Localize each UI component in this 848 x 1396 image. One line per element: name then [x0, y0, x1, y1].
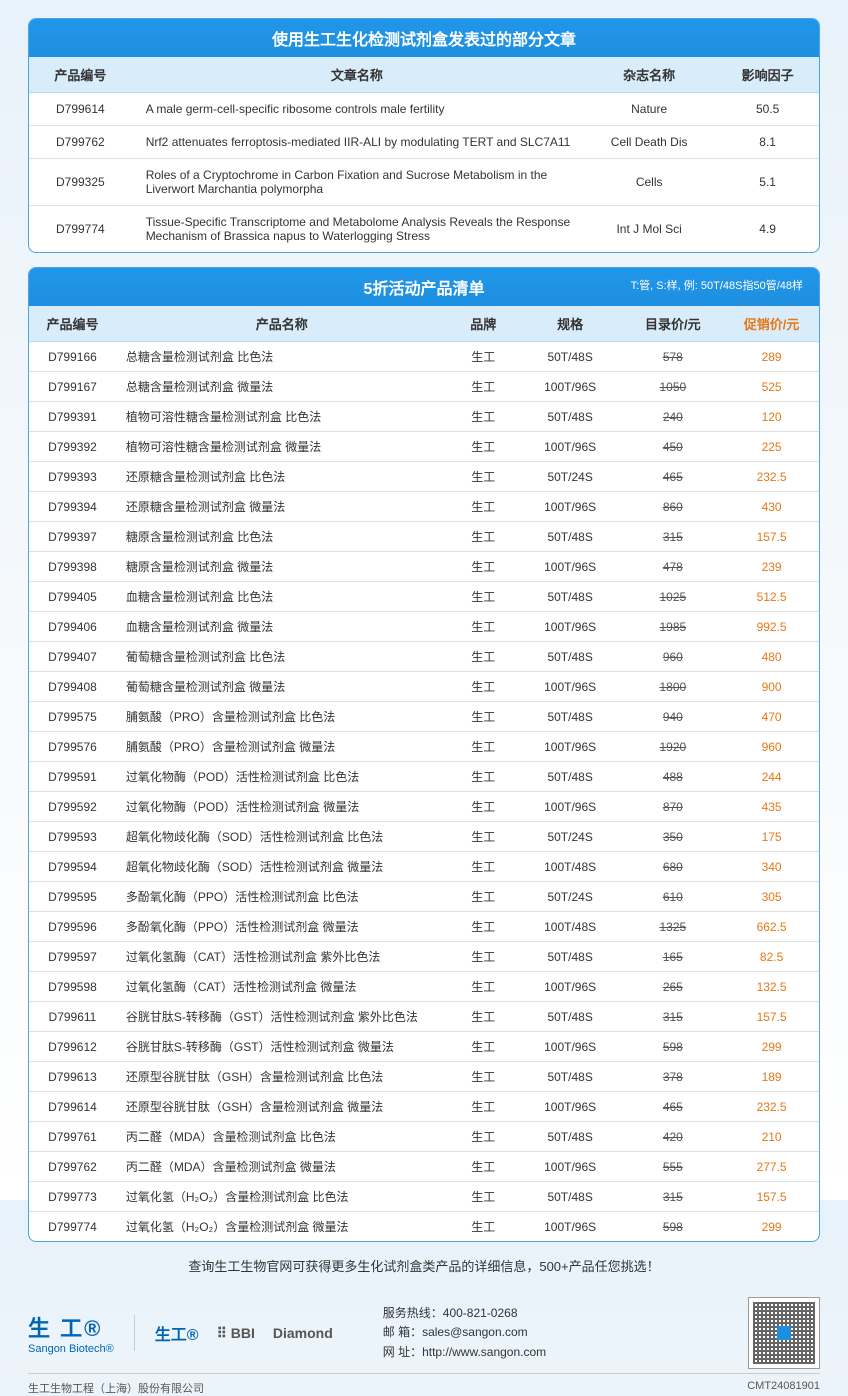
- table-row: D799325Roles of a Cryptochrome in Carbon…: [29, 159, 819, 206]
- table-row: D799774Tissue-Specific Transcriptome and…: [29, 206, 819, 253]
- products-title-text: 5折活动产品清单: [364, 281, 485, 298]
- table-row: D799761丙二醛（MDA）含量检测试剂盒 比色法生工50T/48S42021…: [29, 1122, 819, 1152]
- articles-title: 使用生工生化检测试剂盒发表过的部分文章: [29, 19, 819, 57]
- table-row: D799405血糖含量检测试剂盒 比色法生工50T/48S1025512.5: [29, 582, 819, 612]
- separator: [134, 1315, 135, 1351]
- products-panel: 5折活动产品清单 T:管, S:样, 例: 50T/48S指50管/48样 产品…: [28, 267, 820, 1242]
- table-row: D799593超氧化物歧化酶（SOD）活性检测试剂盒 比色法生工50T/24S3…: [29, 822, 819, 852]
- table-row: D799597过氧化氢酶（CAT）活性检测试剂盒 紫外比色法生工50T/48S1…: [29, 942, 819, 972]
- footline: 生工生物工程（上海）股份有限公司 CMT24081901: [28, 1374, 820, 1396]
- table-row: D799598过氧化氢酶（CAT）活性检测试剂盒 微量法生工100T/96S26…: [29, 972, 819, 1002]
- table-row: D799408葡萄糖含量检测试剂盒 微量法生工100T/96S1800900: [29, 672, 819, 702]
- table-row: D799613还原型谷胱甘肽（GSH）含量检测试剂盒 比色法生工50T/48S3…: [29, 1062, 819, 1092]
- footer: 生 工® Sangon Biotech® 生工® ⠿ BBI Diamond 服…: [28, 1293, 820, 1374]
- column-header: 杂志名称: [582, 57, 716, 93]
- logo-cn: 生 工®: [28, 1311, 102, 1343]
- logo-main: 生 工® Sangon Biotech®: [28, 1311, 114, 1355]
- table-row: D799594超氧化物歧化酶（SOD）活性检测试剂盒 微量法生工100T/48S…: [29, 852, 819, 882]
- table-row: D799592过氧化物酶（POD）活性检测试剂盒 微量法生工100T/96S87…: [29, 792, 819, 822]
- table-row: D799406血糖含量检测试剂盒 微量法生工100T/96S1985992.5: [29, 612, 819, 642]
- column-header: 产品名称: [116, 306, 448, 342]
- table-row: D799614A male germ-cell-specific ribosom…: [29, 93, 819, 126]
- brand-logos: 生工® ⠿ BBI Diamond: [155, 1321, 333, 1345]
- column-header: 目录价/元: [621, 306, 724, 342]
- qr-code: [748, 1297, 820, 1369]
- column-header: 产品编号: [29, 306, 116, 342]
- table-row: D799773过氧化氢（H₂O₂）含量检测试剂盒 比色法生工50T/48S315…: [29, 1182, 819, 1212]
- products-title: 5折活动产品清单 T:管, S:样, 例: 50T/48S指50管/48样: [29, 268, 819, 306]
- column-header: 文章名称: [132, 57, 582, 93]
- table-row: D799391植物可溶性糖含量检测试剂盒 比色法生工50T/48S240120: [29, 402, 819, 432]
- web-row: 网 址：http://www.sangon.com: [383, 1343, 728, 1362]
- column-header: 产品编号: [29, 57, 132, 93]
- table-row: D799166总糖含量检测试剂盒 比色法生工50T/48S578289: [29, 342, 819, 372]
- products-note: T:管, S:样, 例: 50T/48S指50管/48样: [631, 277, 803, 293]
- email-row: 邮 箱：sales@sangon.com: [383, 1323, 728, 1342]
- table-row: D799394还原糖含量检测试剂盒 微量法生工100T/96S860430: [29, 492, 819, 522]
- company-name: 生工生物工程（上海）股份有限公司: [28, 1380, 204, 1396]
- column-header: 促销价/元: [724, 306, 819, 342]
- brand-2: 生工®: [155, 1321, 199, 1345]
- table-row: D799392植物可溶性糖含量检测试剂盒 微量法生工100T/96S450225: [29, 432, 819, 462]
- articles-panel: 使用生工生化检测试剂盒发表过的部分文章 产品编号文章名称杂志名称影响因子 D79…: [28, 18, 820, 253]
- brand-3: ⠿ BBI: [217, 1325, 255, 1342]
- column-header: 影响因子: [716, 57, 819, 93]
- hotline-row: 服务热线：400-821-0268: [383, 1304, 728, 1323]
- logo-en: Sangon Biotech®: [28, 1343, 114, 1355]
- table-row: D799612谷胱甘肽S-转移酶（GST）活性检测试剂盒 微量法生工100T/9…: [29, 1032, 819, 1062]
- table-row: D799614还原型谷胱甘肽（GSH）含量检测试剂盒 微量法生工100T/96S…: [29, 1092, 819, 1122]
- products-table: 产品编号产品名称品牌规格目录价/元促销价/元 D799166总糖含量检测试剂盒 …: [29, 306, 819, 1241]
- table-row: D799611谷胱甘肽S-转移酶（GST）活性检测试剂盒 紫外比色法生工50T/…: [29, 1002, 819, 1032]
- table-row: D799167总糖含量检测试剂盒 微量法生工100T/96S1050525: [29, 372, 819, 402]
- contact-block: 服务热线：400-821-0268 邮 箱：sales@sangon.com 网…: [383, 1304, 728, 1362]
- doc-code: CMT24081901: [747, 1380, 820, 1396]
- articles-table: 产品编号文章名称杂志名称影响因子 D799614A male germ-cell…: [29, 57, 819, 252]
- table-row: D799393还原糖含量检测试剂盒 比色法生工50T/24S465232.5: [29, 462, 819, 492]
- table-row: D799762丙二醛（MDA）含量检测试剂盒 微量法生工100T/96S5552…: [29, 1152, 819, 1182]
- table-row: D799762Nrf2 attenuates ferroptosis-media…: [29, 126, 819, 159]
- table-row: D799397糖原含量检测试剂盒 比色法生工50T/48S315157.5: [29, 522, 819, 552]
- table-row: D799595多酚氧化酶（PPO）活性检测试剂盒 比色法生工50T/24S610…: [29, 882, 819, 912]
- column-header: 品牌: [448, 306, 519, 342]
- table-row: D799591过氧化物酶（POD）活性检测试剂盒 比色法生工50T/48S488…: [29, 762, 819, 792]
- bottom-note: 查询生工生物官网可获得更多生化试剂盒类产品的详细信息，500+产品任您挑选！: [28, 1256, 820, 1275]
- table-row: D799407葡萄糖含量检测试剂盒 比色法生工50T/48S960480: [29, 642, 819, 672]
- table-row: D799575脯氨酸（PRO）含量检测试剂盒 比色法生工50T/48S94047…: [29, 702, 819, 732]
- table-row: D799398糖原含量检测试剂盒 微量法生工100T/96S478239: [29, 552, 819, 582]
- column-header: 规格: [519, 306, 622, 342]
- table-row: D799596多酚氧化酶（PPO）活性检测试剂盒 微量法生工100T/48S13…: [29, 912, 819, 942]
- table-row: D799576脯氨酸（PRO）含量检测试剂盒 微量法生工100T/96S1920…: [29, 732, 819, 762]
- brand-4: Diamond: [273, 1325, 333, 1341]
- table-row: D799774过氧化氢（H₂O₂）含量检测试剂盒 微量法生工100T/96S59…: [29, 1212, 819, 1242]
